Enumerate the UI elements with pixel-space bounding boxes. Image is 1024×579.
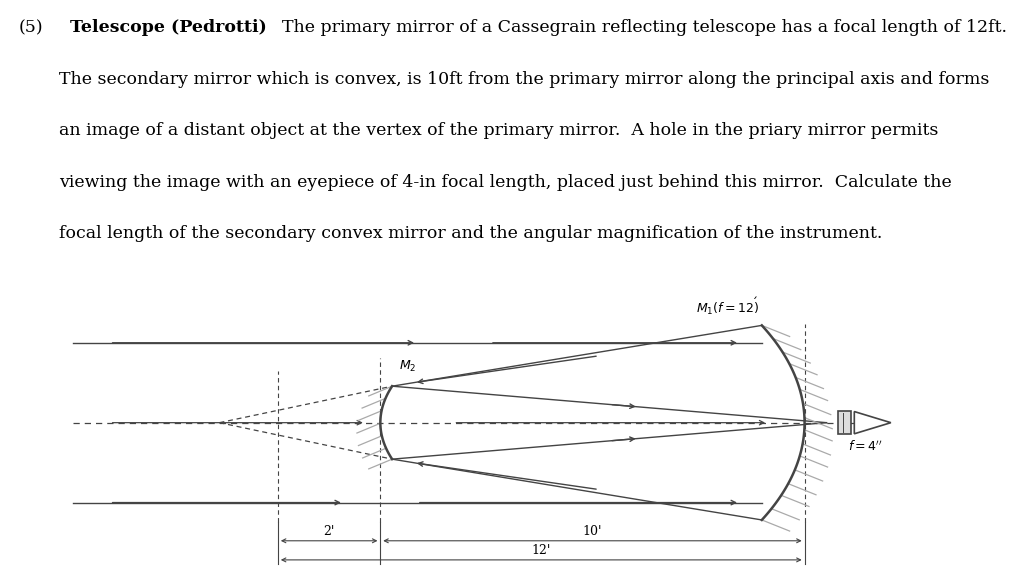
Text: an image of a distant object at the vertex of the primary mirror.  A hole in the: an image of a distant object at the vert… bbox=[59, 122, 939, 140]
Text: The primary mirror of a Cassegrain reflecting telescope has a focal length of 12: The primary mirror of a Cassegrain refle… bbox=[282, 20, 1007, 36]
Text: 10': 10' bbox=[583, 525, 602, 538]
Text: 2': 2' bbox=[324, 525, 335, 538]
Text: focal length of the secondary convex mirror and the angular magnification of the: focal length of the secondary convex mir… bbox=[59, 225, 883, 242]
Text: Telescope (Pedrotti): Telescope (Pedrotti) bbox=[70, 20, 266, 36]
Text: $M_1(f = 12\')$: $M_1(f = 12\')$ bbox=[696, 295, 759, 317]
Bar bbox=[839, 411, 851, 434]
Polygon shape bbox=[854, 412, 891, 434]
Text: $f = 4''$: $f = 4''$ bbox=[849, 439, 883, 454]
Text: $M_2$: $M_2$ bbox=[398, 359, 416, 374]
Text: viewing the image with an eyepiece of 4-in focal length, placed just behind this: viewing the image with an eyepiece of 4-… bbox=[59, 174, 952, 190]
Text: The secondary mirror which is convex, is 10ft from the primary mirror along the : The secondary mirror which is convex, is… bbox=[59, 71, 990, 88]
Text: 12': 12' bbox=[531, 544, 551, 558]
Text: (5): (5) bbox=[18, 20, 43, 36]
